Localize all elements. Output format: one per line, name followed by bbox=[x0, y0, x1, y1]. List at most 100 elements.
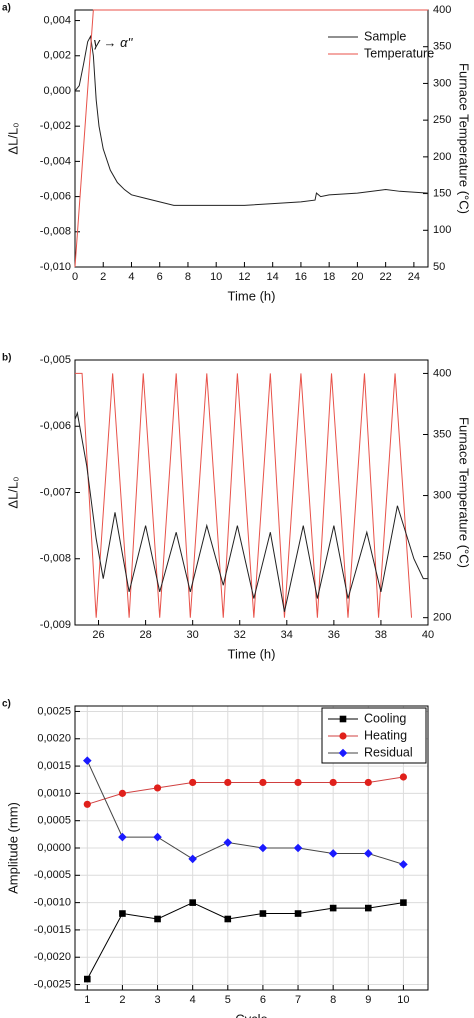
legend-label: Cooling bbox=[364, 711, 406, 725]
marker bbox=[259, 778, 267, 787]
x-tick-label: 32 bbox=[234, 629, 246, 641]
marker bbox=[364, 904, 372, 912]
y2-tick-label: 50 bbox=[433, 261, 445, 273]
y2-axis-title: Furnace Temperature (°C) bbox=[457, 63, 472, 214]
x-tick-label: 24 bbox=[408, 271, 420, 283]
series-line bbox=[74, 9, 428, 268]
y2-tick-label: 250 bbox=[433, 551, 451, 563]
y-tick-label: 0,002 bbox=[43, 50, 71, 62]
x-tick-label: 20 bbox=[351, 271, 363, 283]
x-tick-label: 10 bbox=[210, 271, 222, 283]
y-tick-label: -0,0015 bbox=[34, 924, 71, 936]
y-tick-label: -0,004 bbox=[40, 155, 71, 167]
x-tick-label: 6 bbox=[157, 271, 163, 283]
y-axis-title: ΔL/L₀ bbox=[5, 122, 20, 154]
y-tick-label: -0,008 bbox=[40, 226, 71, 238]
y-tick-label: -0,0020 bbox=[34, 951, 71, 963]
y2-tick-label: 100 bbox=[433, 224, 451, 236]
x-tick-label: 5 bbox=[225, 994, 231, 1006]
y-tick-label: -0,009 bbox=[40, 619, 71, 631]
legend-label: Temperature bbox=[364, 46, 434, 60]
y-tick-label: -0,005 bbox=[40, 354, 71, 366]
x-tick-label: 9 bbox=[365, 994, 371, 1006]
y-tick-label: -0,0025 bbox=[34, 978, 71, 990]
marker bbox=[329, 904, 337, 912]
x-tick-label: 14 bbox=[267, 271, 279, 283]
x-tick-label: 8 bbox=[330, 994, 336, 1006]
marker bbox=[294, 910, 302, 917]
y2-tick-label: 150 bbox=[433, 187, 451, 199]
marker bbox=[293, 843, 303, 853]
marker bbox=[119, 910, 126, 917]
y2-tick-label: 250 bbox=[433, 114, 451, 126]
marker bbox=[399, 860, 408, 869]
marker bbox=[153, 784, 162, 792]
x-axis-title: Cycle bbox=[235, 1011, 268, 1018]
y2-tick-label: 300 bbox=[433, 77, 451, 89]
marker bbox=[224, 915, 232, 923]
y2-tick-label: 200 bbox=[433, 612, 451, 624]
x-tick-label: 12 bbox=[238, 271, 250, 283]
y2-tick-label: 400 bbox=[433, 4, 451, 16]
y-tick-label: -0,007 bbox=[40, 486, 71, 498]
x-tick-label: 18 bbox=[323, 271, 335, 283]
x-tick-label: 0 bbox=[72, 271, 78, 283]
y2-tick-label: 350 bbox=[433, 428, 451, 440]
marker bbox=[329, 778, 337, 787]
y2-tick-label: 200 bbox=[433, 151, 451, 163]
marker bbox=[364, 778, 372, 787]
marker bbox=[400, 899, 407, 906]
series-line bbox=[74, 34, 429, 206]
marker bbox=[258, 843, 268, 853]
x-tick-label: 6 bbox=[260, 994, 266, 1006]
x-axis-title: Time (h) bbox=[228, 288, 276, 303]
y-tick-label: 0,0005 bbox=[37, 815, 71, 827]
x-tick-label: 2 bbox=[100, 271, 106, 283]
y-tick-label: -0,0010 bbox=[34, 897, 71, 909]
x-axis-title: Time (h) bbox=[228, 646, 276, 661]
x-tick-label: 4 bbox=[128, 271, 134, 283]
marker bbox=[189, 899, 196, 906]
marker bbox=[363, 849, 373, 858]
annotation: γ → α'' bbox=[93, 35, 133, 50]
series-line bbox=[86, 760, 404, 865]
x-tick-label: 30 bbox=[187, 629, 199, 641]
x-tick-label: 28 bbox=[139, 629, 151, 641]
y-tick-label: -0,010 bbox=[40, 261, 71, 273]
series-line bbox=[75, 372, 413, 618]
x-tick-label: 22 bbox=[380, 271, 392, 283]
x-tick-label: 7 bbox=[295, 994, 301, 1006]
x-tick-label: 4 bbox=[190, 994, 196, 1006]
marker bbox=[83, 975, 91, 983]
legend-label: Residual bbox=[364, 745, 413, 759]
y-tick-label: -0,002 bbox=[40, 120, 71, 132]
y-tick-label: -0,006 bbox=[40, 190, 71, 202]
marker bbox=[339, 715, 347, 723]
marker bbox=[118, 789, 127, 797]
marker bbox=[188, 854, 197, 864]
y-tick-label: 0,0000 bbox=[37, 842, 71, 854]
y2-axis-title: Furnace Temperature (°C) bbox=[457, 417, 472, 568]
y2-tick-label: 300 bbox=[433, 489, 451, 501]
y-axis-title: Amplitude (mm) bbox=[5, 802, 20, 894]
marker bbox=[82, 756, 92, 765]
marker bbox=[338, 748, 348, 758]
marker bbox=[153, 832, 162, 842]
y-tick-label: 0,0010 bbox=[37, 787, 71, 799]
x-tick-label: 40 bbox=[422, 629, 434, 641]
y2-tick-label: 400 bbox=[433, 367, 451, 379]
series-line bbox=[86, 902, 404, 980]
panel-label: c) bbox=[2, 699, 11, 710]
x-tick-label: 38 bbox=[375, 629, 387, 641]
panel-label: a) bbox=[2, 3, 11, 14]
y-tick-label: 0,0015 bbox=[37, 760, 71, 772]
y-tick-label: -0,0005 bbox=[34, 869, 71, 881]
y-axis-title: ΔL/L₀ bbox=[5, 476, 20, 508]
y2-tick-label: 350 bbox=[433, 41, 451, 53]
marker bbox=[223, 838, 233, 847]
marker bbox=[189, 778, 197, 787]
legend-label: Sample bbox=[364, 29, 406, 43]
marker bbox=[399, 773, 408, 781]
x-tick-label: 1 bbox=[84, 994, 90, 1006]
